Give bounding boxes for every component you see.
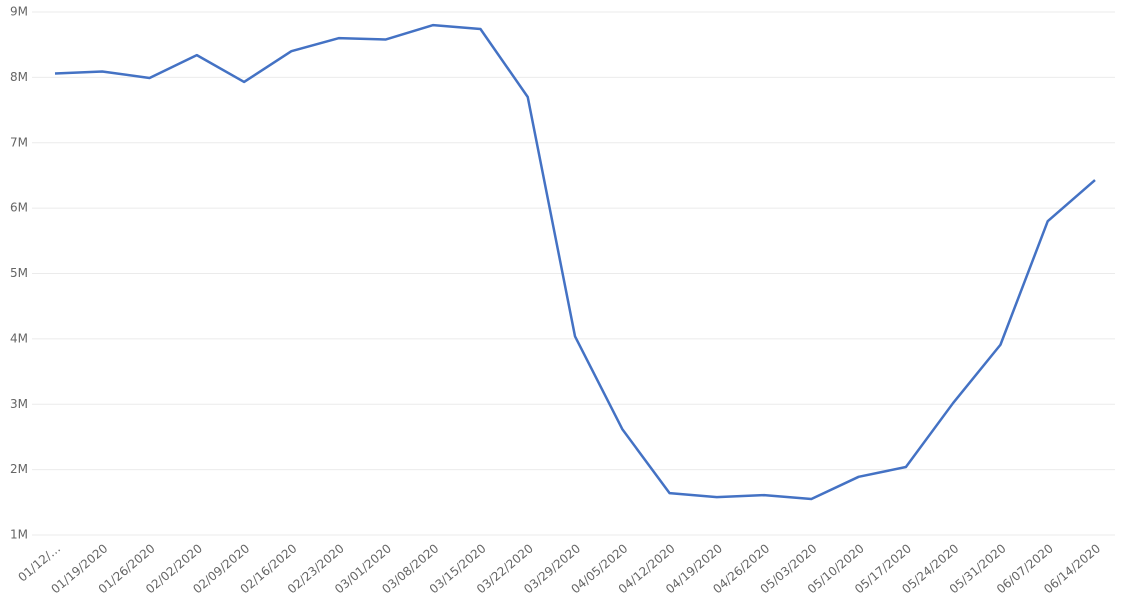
y-tick-label: 5M: [10, 266, 28, 280]
y-tick-label: 3M: [10, 397, 28, 411]
y-tick-label: 4M: [10, 331, 28, 345]
y-tick-label: 6M: [10, 201, 28, 215]
x-tick-label: 01/12/…: [15, 541, 63, 584]
y-tick-label: 9M: [10, 5, 28, 19]
data-line: [54, 23, 1096, 501]
y-tick-label: 7M: [10, 135, 28, 149]
y-tick-label: 2M: [10, 462, 28, 476]
y-tick-label: 8M: [10, 70, 28, 84]
y-tick-label: 1M: [10, 528, 28, 542]
